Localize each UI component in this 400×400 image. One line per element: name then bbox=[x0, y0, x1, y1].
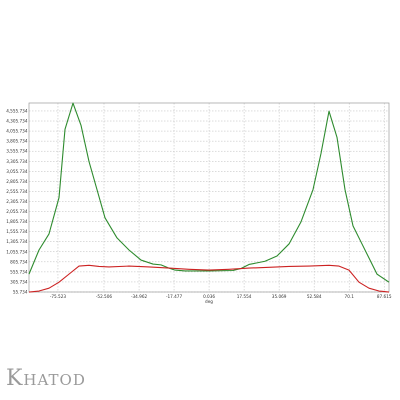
y-tick-label: 2,805.734 bbox=[6, 179, 28, 184]
plot-border bbox=[28, 102, 390, 293]
y-tick-label: 3,805.734 bbox=[6, 139, 28, 144]
y-tick-label: 55.734 bbox=[13, 290, 28, 295]
x-tick-label: 17.554 bbox=[237, 294, 252, 299]
x-tick-label: 35.069 bbox=[272, 294, 287, 299]
y-tick-label: 2,305.734 bbox=[6, 199, 28, 204]
y-tick-label: 4,055.734 bbox=[6, 129, 28, 134]
x-tick-label: 52.584 bbox=[307, 294, 322, 299]
x-tick-label: 87.615 bbox=[377, 294, 392, 299]
y-tick-label: 3,055.734 bbox=[6, 169, 28, 174]
y-tick-label: 805.734 bbox=[10, 259, 28, 264]
x-tick-label: 70.1 bbox=[345, 294, 355, 299]
series-group bbox=[28, 102, 390, 293]
x-tick-label: -75.523 bbox=[50, 294, 66, 299]
x-tick-label: 0.036 bbox=[203, 294, 215, 299]
grid bbox=[29, 103, 389, 293]
x-tick-labels: -75.523 -52.506 -34.962 -17.477 0.036 17.554 3… bbox=[50, 294, 392, 299]
y-tick-label: 1,305.734 bbox=[6, 239, 28, 244]
y-tick-label: 1,555.734 bbox=[6, 229, 28, 234]
x-tick-label: -17.477 bbox=[166, 294, 182, 299]
y-tick-labels: 55.734 305.734 555.734 805.734 1,055.734 1,30… bbox=[6, 108, 28, 294]
x-tick-label: -52.506 bbox=[96, 294, 112, 299]
y-tick-label: 2,055.734 bbox=[6, 209, 28, 214]
y-tick-label: 4,555.734 bbox=[6, 108, 28, 113]
y-tick-label: 3,555.734 bbox=[6, 149, 28, 154]
series-line-1 bbox=[28, 102, 390, 283]
x-tick-label: -34.962 bbox=[131, 294, 147, 299]
y-tick-label: 3,305.734 bbox=[6, 159, 28, 164]
plot-frame bbox=[28, 102, 390, 293]
y-tick-label: 555.734 bbox=[10, 269, 28, 274]
y-tick-label: 305.734 bbox=[10, 279, 28, 284]
y-tick-label: 2,555.734 bbox=[6, 189, 28, 194]
y-tick-label: 1,055.734 bbox=[6, 249, 28, 254]
brand-logo: Khatod bbox=[6, 366, 86, 391]
x-axis-title: deg bbox=[205, 299, 213, 304]
y-tick-label: 1,805.734 bbox=[6, 219, 28, 224]
series-line-2 bbox=[28, 264, 390, 293]
y-tick-label: 4,305.734 bbox=[6, 119, 28, 124]
